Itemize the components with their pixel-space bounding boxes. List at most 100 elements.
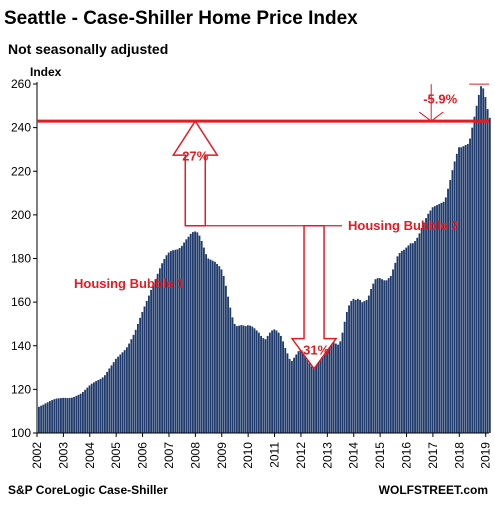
bar (370, 289, 372, 433)
bar (249, 325, 251, 433)
bar (308, 363, 311, 433)
bar (444, 197, 447, 433)
bar (152, 284, 155, 433)
bars-group (38, 86, 491, 434)
bar (112, 362, 115, 433)
bar (348, 305, 350, 433)
bar (442, 201, 445, 433)
bar (387, 278, 390, 433)
bar (147, 295, 150, 433)
bar (161, 263, 164, 433)
x-tick-label: 2012 (294, 442, 308, 469)
bar (209, 259, 212, 433)
bar (238, 325, 241, 433)
bar (396, 256, 399, 433)
bar (185, 239, 188, 433)
drop-pct-label: -31% (299, 343, 330, 358)
bar (420, 227, 423, 433)
bar (409, 243, 412, 433)
bar (53, 399, 56, 433)
annotation-layer: Housing Bubble 1 Housing Bubble 2 27% -31% -… (37, 83, 489, 370)
bar (376, 278, 379, 433)
bar (49, 401, 51, 433)
bar (46, 402, 49, 433)
y-tick-label: 120 (11, 382, 31, 396)
bar (73, 397, 76, 433)
bar (235, 326, 238, 433)
bar (123, 350, 126, 433)
chart-title: Seattle - Case-Shiller Home Price Index (4, 8, 358, 29)
bar (40, 405, 43, 433)
bar (255, 330, 258, 433)
bar (449, 179, 452, 433)
bar (229, 307, 232, 433)
bar (271, 330, 273, 433)
bar (475, 105, 478, 433)
bar (438, 203, 441, 433)
bar (297, 351, 300, 433)
bar (323, 341, 326, 433)
bar (202, 247, 205, 433)
bar (257, 332, 260, 433)
bar (277, 332, 280, 433)
bar (332, 342, 335, 433)
bar (145, 301, 148, 433)
bar (328, 340, 331, 433)
x-tick-label: 2014 (347, 442, 361, 469)
recent-drop-arrow (418, 84, 444, 122)
bar (253, 328, 256, 433)
bar (108, 368, 111, 433)
bar (114, 358, 117, 433)
y-tick-label: 220 (11, 164, 31, 178)
bar (220, 269, 223, 433)
bar (317, 358, 320, 433)
bar (356, 298, 359, 433)
x-tick-label: 2013 (320, 442, 334, 469)
bar (231, 317, 234, 433)
bar (119, 354, 122, 433)
bar (79, 393, 82, 433)
bar (268, 332, 271, 433)
bar (66, 398, 69, 433)
bar (207, 258, 210, 433)
gain-pct-label: 27% (182, 148, 208, 163)
bar (453, 161, 456, 433)
x-tick-label: 2003 (56, 442, 70, 469)
x-axis: 2002 2003 2004 2005 2006 2007 2008 2009 2010 2011… (30, 432, 493, 469)
bar (288, 358, 291, 433)
bar (284, 347, 287, 433)
bar (106, 371, 109, 433)
bar (488, 117, 491, 433)
bar (365, 299, 368, 433)
gain-arrow (171, 119, 219, 227)
bar (68, 397, 71, 433)
source-label: S&P CoreLogic Case-Shiller (8, 483, 168, 497)
bar (240, 325, 243, 433)
bar (187, 236, 190, 433)
bar (343, 321, 346, 433)
bar (466, 143, 469, 434)
bar (464, 145, 467, 433)
bar (62, 397, 65, 433)
x-tick-label: 2002 (30, 442, 44, 469)
recent-pct-label: -5.9% (423, 92, 457, 107)
bar (55, 398, 58, 433)
bar (125, 347, 128, 433)
x-tick-label: 2017 (426, 442, 440, 469)
bar (411, 243, 414, 433)
bar (310, 366, 313, 433)
bar (482, 88, 485, 434)
bar (354, 299, 357, 433)
bar (389, 275, 392, 433)
y-tick-label: 200 (11, 208, 31, 222)
bar (425, 218, 427, 433)
y-tick-label: 180 (11, 252, 31, 266)
bar (132, 334, 135, 433)
bar (458, 147, 460, 433)
bar (143, 306, 146, 433)
bar (92, 382, 95, 433)
bar (200, 241, 203, 433)
brand-label: WOLFSTREET.com (379, 483, 488, 497)
x-tick-label: 2006 (136, 442, 150, 469)
bar (341, 332, 344, 433)
